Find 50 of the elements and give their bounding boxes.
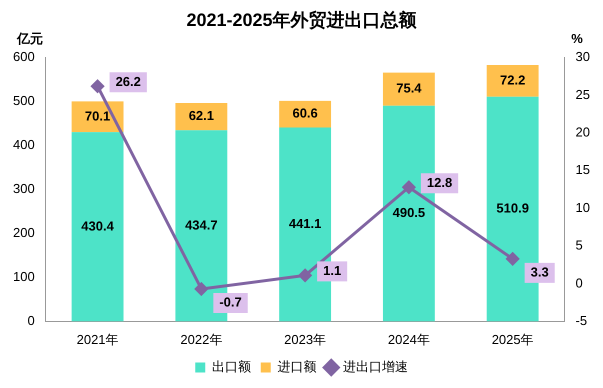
y-tick-label: 500 xyxy=(12,93,35,108)
x-tick-label: 2024年 xyxy=(388,332,430,347)
point xyxy=(91,80,104,93)
y2-tick-label: 30 xyxy=(576,49,590,64)
y2-tick-label: 25 xyxy=(576,86,590,102)
point xyxy=(506,252,520,266)
bar xyxy=(486,65,539,97)
chart-title: 2021-2025年外贸进出口总额 xyxy=(186,10,418,30)
bar xyxy=(382,72,435,106)
data-label: 1.1 xyxy=(323,263,342,278)
legend-label: 进口额 xyxy=(277,359,316,374)
bar xyxy=(72,132,124,322)
y-tick-label: 0 xyxy=(27,312,35,328)
y-tick-label: 600 xyxy=(12,49,35,64)
point xyxy=(298,268,312,282)
data-label: 434.7 xyxy=(185,217,218,232)
x-tick-label: 2022年 xyxy=(180,332,222,347)
y2-tick-label: 5 xyxy=(576,238,583,253)
x-tick-label: 2021年 xyxy=(76,332,119,347)
y-tick-label: 400 xyxy=(12,137,35,152)
y2-tick-label: 10 xyxy=(576,200,590,215)
y-axis-title: 亿元 xyxy=(16,31,43,46)
data-label: 72.2 xyxy=(500,72,526,88)
data-label: 26.2 xyxy=(116,74,141,89)
data-label: 60.6 xyxy=(292,106,318,121)
legend-label: 出口额 xyxy=(212,359,251,374)
data-label: 70.1 xyxy=(84,108,110,124)
y2-tick-label: 15 xyxy=(576,162,590,178)
point xyxy=(402,180,416,194)
y-tick-label: 300 xyxy=(12,181,35,196)
data-label: 430.4 xyxy=(81,218,115,234)
data-label: 490.5 xyxy=(392,205,426,220)
y-tick-label: 200 xyxy=(12,225,35,240)
data-label: 3.3 xyxy=(530,264,549,280)
y2-tick-label: -5 xyxy=(576,312,588,328)
data-label: 75.4 xyxy=(396,80,422,96)
y2-tick-label: 0 xyxy=(576,275,583,290)
data-label: -0.7 xyxy=(219,294,242,310)
data-label: 441.1 xyxy=(288,216,322,232)
y-tick-label: 100 xyxy=(12,269,35,284)
y2-tick-label: 20 xyxy=(576,124,590,140)
bar xyxy=(175,102,228,130)
data-label: 62.1 xyxy=(188,108,214,124)
data-label: 510.9 xyxy=(496,200,529,216)
x-tick-label: 2025年 xyxy=(492,332,534,347)
legend-label: 进出口增速 xyxy=(342,359,408,374)
data-label: 12.8 xyxy=(426,174,452,190)
y2-axis-title: % xyxy=(571,31,584,46)
point xyxy=(194,282,208,296)
x-tick-label: 2023年 xyxy=(284,332,326,347)
